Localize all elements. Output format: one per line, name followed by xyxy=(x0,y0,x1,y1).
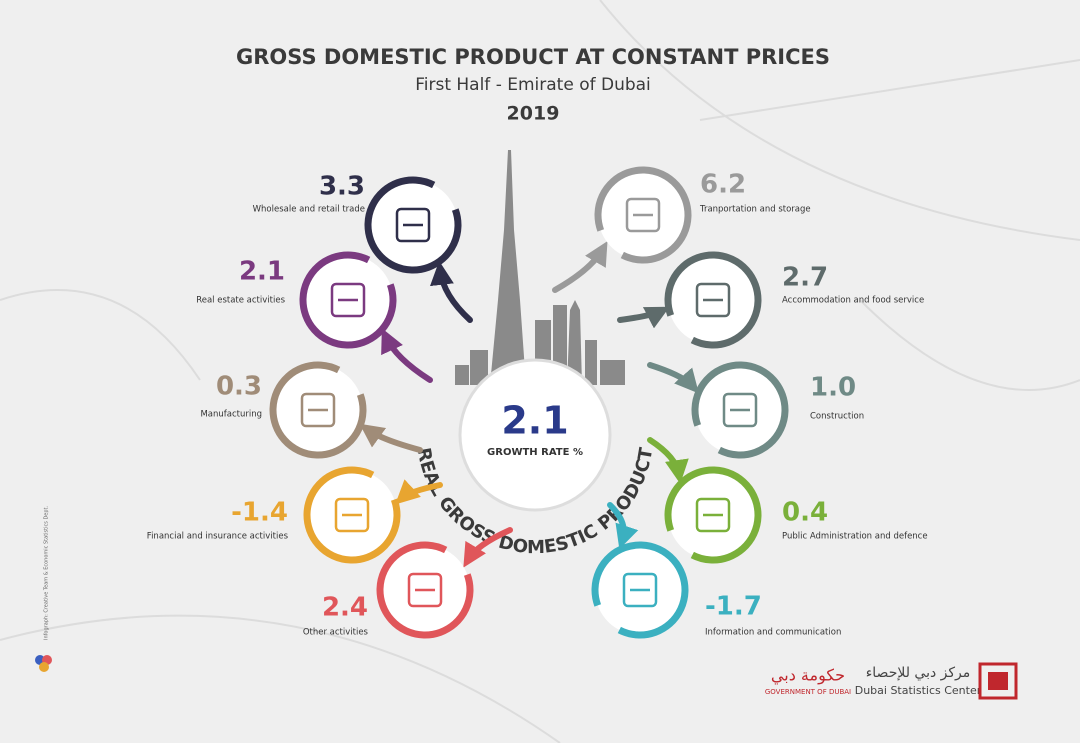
sector-label: Financial and insurance activities xyxy=(147,532,289,542)
sector-ring xyxy=(594,166,692,264)
sector-label: Manufacturing xyxy=(200,410,262,420)
sector-label: Wholesale and retail trade xyxy=(253,205,365,215)
sector-icon xyxy=(625,197,661,233)
center-label: GROWTH RATE % xyxy=(487,447,583,458)
sector-ring xyxy=(591,541,689,639)
sector-label: Information and communication xyxy=(705,628,841,638)
sector-value: 2.4 xyxy=(322,593,368,623)
sector-value: 2.1 xyxy=(239,257,285,287)
arrow xyxy=(647,437,689,484)
sector-label: Accommodation and food service xyxy=(782,296,924,306)
dsc-arabic: مركز دبي للإحصاء xyxy=(866,665,971,681)
sector-value: 0.3 xyxy=(216,372,262,402)
sector-ring xyxy=(299,251,397,349)
year: 2019 xyxy=(507,103,560,125)
sector-icon xyxy=(695,497,731,533)
arrow xyxy=(430,260,473,323)
arrow xyxy=(617,306,670,329)
gov-arabic: حكومة دبي xyxy=(771,666,845,686)
gov-name: GOVERNMENT OF DUBAI xyxy=(765,688,851,696)
arrow xyxy=(552,241,608,293)
sector-label: Public Administration and defence xyxy=(782,532,928,542)
arrow xyxy=(395,479,443,505)
sector-icon xyxy=(395,207,431,243)
sector-icon xyxy=(722,392,758,428)
center-circle xyxy=(458,358,612,512)
dsc-name: Dubai Statistics Center xyxy=(855,684,982,697)
dsc-logo-inner xyxy=(988,672,1008,690)
subtitle: First Half - Emirate of Dubai xyxy=(415,75,651,95)
sector-icon xyxy=(695,282,731,318)
center-value: 2.1 xyxy=(501,399,568,443)
sector-icon xyxy=(407,572,443,608)
sector-ring xyxy=(364,176,462,274)
arrow xyxy=(607,502,639,550)
sector-icon xyxy=(334,497,370,533)
sector-value: 6.2 xyxy=(700,170,746,200)
sector-value: -1.4 xyxy=(231,498,288,528)
sector-value: 2.7 xyxy=(782,263,828,293)
sector-icon xyxy=(330,282,366,318)
sector-value: -1.7 xyxy=(705,592,762,622)
sector-ring xyxy=(691,361,789,459)
dsc-logo xyxy=(978,662,1018,700)
arrow xyxy=(381,328,433,383)
arrow xyxy=(647,362,699,394)
sector-ring xyxy=(664,466,762,564)
arrow xyxy=(463,527,513,568)
sector-ring xyxy=(303,466,401,564)
sector-label: Other activities xyxy=(303,628,369,638)
sectors: 3.3 Wholesale and retail trade 2.1 Real est… xyxy=(147,166,928,639)
title: GROSS DOMESTIC PRODUCT AT CONSTANT PRICE… xyxy=(236,45,830,69)
arrow xyxy=(359,423,423,453)
sector-icon xyxy=(622,572,658,608)
sector-ring xyxy=(376,541,474,639)
credit: Infograph: Creative Team & Economic Stat… xyxy=(44,505,50,640)
sector-ring xyxy=(269,361,367,459)
sector-label: Construction xyxy=(810,412,864,422)
sector-icon xyxy=(300,392,336,428)
credit-dot xyxy=(39,662,49,672)
sector-value: 0.4 xyxy=(782,498,828,528)
sector-label: Tranportation and storage xyxy=(699,205,811,215)
sector-ring xyxy=(664,251,762,349)
sector-value: 3.3 xyxy=(319,172,365,202)
sector-label: Real estate activities xyxy=(196,296,285,306)
sector-value: 1.0 xyxy=(810,373,856,403)
